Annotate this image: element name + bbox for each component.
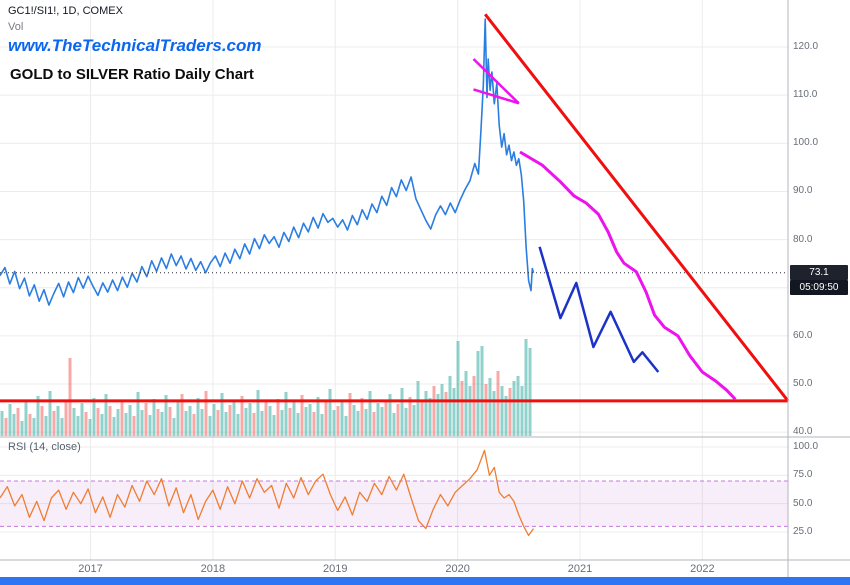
- chart-title: GOLD to SILVER Ratio Daily Chart: [10, 66, 254, 83]
- price-line: [0, 18, 535, 306]
- axis-tick-label: 80.0: [793, 233, 813, 245]
- rsi-band: [0, 480, 788, 527]
- blue-zigzag-projection[interactable]: [538, 246, 660, 373]
- pennant-annotation[interactable]: [472, 58, 520, 105]
- axis-tick-label: 120.0: [793, 40, 819, 52]
- axis-tick-label: 40.0: [793, 426, 813, 438]
- axis-tick-label: 2021: [567, 563, 593, 575]
- axis-tick-label: 2018: [200, 563, 226, 575]
- rsi-line: [0, 449, 535, 537]
- red-trendline[interactable]: [484, 13, 790, 402]
- last-price-badge: 73.1: [790, 265, 848, 280]
- axis-tick-label: 100.0: [793, 137, 819, 149]
- axis-tick-label: 90.0: [793, 185, 813, 197]
- axis-tick-label: 75.0: [793, 469, 813, 481]
- volume-indicator-label[interactable]: Vol: [8, 21, 24, 33]
- axis-tick-label: 50.0: [793, 378, 813, 390]
- rsi-indicator-label[interactable]: RSI (14, close): [8, 441, 81, 453]
- symbol-title[interactable]: GC1!/SI1!, 1D, COMEX: [8, 5, 123, 17]
- volume-bars: [0, 339, 532, 436]
- axis-tick-label: 2019: [323, 563, 348, 575]
- axis-tick-label: 60.0: [793, 329, 813, 341]
- axis-tick-label: 100.0: [793, 441, 819, 452]
- axis-tick-label: 110.0: [793, 89, 818, 101]
- bottom-scrollbar[interactable]: [0, 577, 850, 585]
- axis-tick-label: 2020: [445, 563, 470, 575]
- axis-tick-label: 50.0: [793, 497, 813, 509]
- axis-tick-label: 25.0: [793, 525, 813, 537]
- website-watermark: www.TheTechnicalTraders.com: [8, 36, 262, 55]
- axis-tick-label: 2022: [690, 563, 715, 575]
- axis-tick-label: 2017: [78, 563, 103, 575]
- magenta-projection-path[interactable]: [519, 150, 737, 401]
- countdown-badge: 05:09:50: [790, 280, 848, 295]
